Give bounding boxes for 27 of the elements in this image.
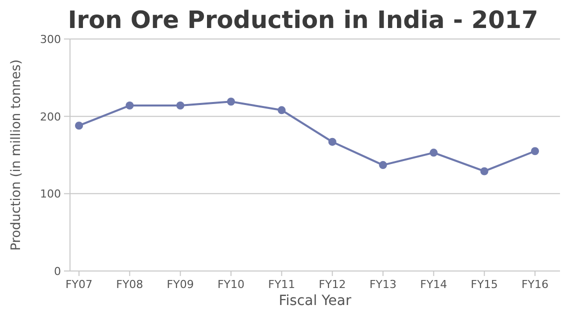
x-tick-label: FY14	[420, 278, 448, 291]
y-tick-label: 200	[40, 110, 61, 124]
point	[430, 148, 438, 157]
point	[379, 161, 387, 170]
y-tick-label: 0	[54, 265, 61, 278]
x-tick-label: FY09	[166, 278, 194, 291]
x-tick-label: FY07	[65, 278, 93, 291]
x-tick-label: FY10	[217, 278, 245, 291]
x-tick-label: FY16	[521, 278, 549, 291]
x-tick-label: FY12	[318, 278, 346, 291]
point	[126, 102, 134, 110]
y-axis-title: Production (in million tonnes)	[9, 59, 24, 251]
x-tick-label: FY11	[268, 278, 296, 291]
chart-title: Iron Ore Production in India - 2017	[68, 6, 538, 34]
y-tick-label: 300	[40, 33, 61, 46]
x-axis-title: Fiscal Year	[278, 293, 352, 309]
point	[480, 167, 488, 176]
point	[227, 98, 235, 106]
x-tick-label: FY15	[470, 278, 498, 291]
point	[278, 106, 286, 114]
point	[531, 147, 539, 156]
x-tick-label: FY13	[369, 278, 397, 291]
x-tick-label: FY08	[116, 278, 144, 291]
point	[75, 122, 83, 130]
point	[176, 102, 184, 110]
point	[328, 138, 336, 146]
y-tick-label: 100	[40, 188, 61, 201]
